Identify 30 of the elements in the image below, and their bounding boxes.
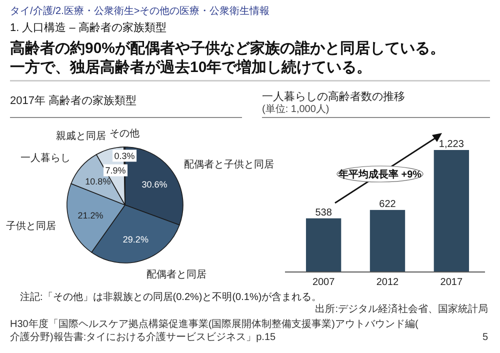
data-label: 21.2% — [78, 210, 104, 220]
annotation: 年平均成長率 +9% — [337, 168, 422, 180]
data-label: 0.3% — [114, 150, 135, 161]
data-label: 1,223 — [438, 139, 464, 150]
data-label: 622 — [379, 198, 396, 210]
text: 出所:デジタル経済社会省、国家統計局 — [315, 303, 488, 315]
slice-label: その他 — [109, 128, 140, 140]
slice-label: 一人暮らし — [20, 152, 71, 164]
data-label: 29.2% — [122, 234, 148, 244]
chart-title: 一人暮らしの高齢者数の推移 — [262, 90, 405, 103]
text: H30年度「国際ヘルスケア拠点構築促進事業(国際展開体制整備支援事業)アウトバウンド編(介護分野)報告書:タイにおける介護サービスビジネス」p.15 — [10, 318, 420, 343]
slice-label: 子供と同居 — [6, 221, 56, 232]
data-label: 7.9% — [105, 165, 126, 176]
x-tick-label: 2012 — [376, 277, 400, 288]
data-label: 10.8% — [85, 176, 111, 187]
chart-subtitle: (単位: 1,000人) — [262, 103, 330, 115]
chart-title: 2017年 高齢者の家族類型 — [10, 94, 137, 107]
text: 一方で、独居高齢者が過去10年で増加し続けている。 — [10, 58, 372, 76]
data-label: 538 — [315, 207, 332, 218]
x-tick-label: 2017 — [440, 277, 463, 288]
text: 5 — [482, 332, 488, 343]
data-label: 30.6% — [142, 180, 168, 190]
slice-label: 配偶者と同居 — [146, 268, 206, 280]
text: 注記:「その他」は非親族との同居(0.2%)と不明(0.1%)が含まれる。 — [20, 291, 322, 303]
text: タイ/介護/2.医療・公衆衛生>その他の医療・公衆衛生情報 — [10, 5, 270, 17]
x-tick-label: 2007 — [312, 277, 336, 288]
text: 高齢者の約90%が配偶者や子供など家族の誰かと同居している。 — [10, 39, 446, 57]
text: 1. 人口構造 – 高齢者の家族類型 — [10, 21, 166, 34]
slice-label: 配偶者と子供と同居 — [184, 158, 274, 170]
slice-label: 親戚と同居 — [56, 130, 106, 142]
